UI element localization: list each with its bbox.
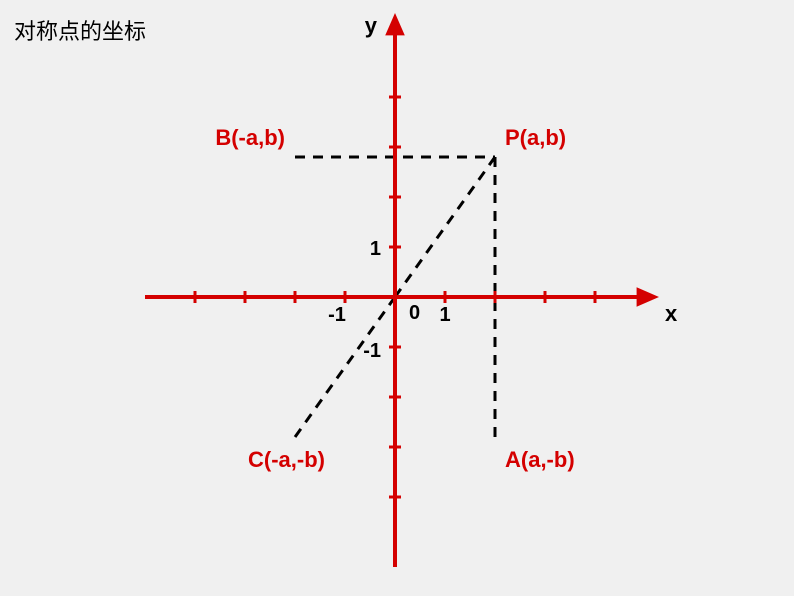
- y-axis-label: y: [365, 13, 378, 38]
- y-axis-arrow: [385, 13, 405, 35]
- label-B: B(-a,b): [215, 125, 285, 150]
- coordinate-diagram: -1101-1xyP(a,b)B(-a,b)A(a,-b)C(-a,-b): [0, 0, 794, 596]
- label-C: C(-a,-b): [248, 447, 325, 472]
- origin-label: 0: [409, 302, 420, 324]
- tick-neg1-y: -1: [363, 340, 381, 362]
- x-axis-arrow: [637, 287, 659, 307]
- label-P: P(a,b): [505, 125, 566, 150]
- x-axis-label: x: [665, 301, 678, 326]
- label-A: A(a,-b): [505, 447, 575, 472]
- tick-neg1-x: -1: [328, 304, 346, 326]
- tick-pos1-y: 1: [370, 238, 381, 260]
- tick-pos1-x: 1: [439, 304, 450, 326]
- dash-op: [395, 157, 495, 297]
